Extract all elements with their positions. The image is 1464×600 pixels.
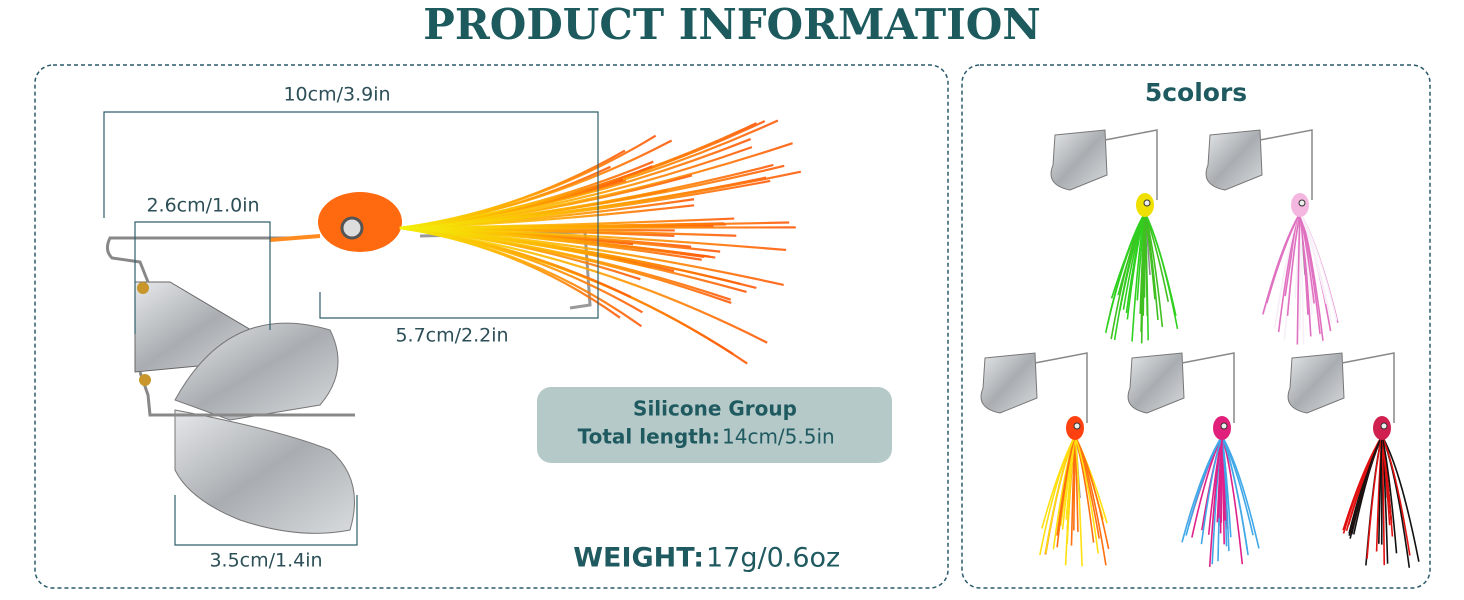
info-line: Silicone Group bbox=[633, 397, 797, 421]
mini-strand bbox=[1217, 435, 1223, 519]
mini-eye bbox=[1298, 199, 1306, 207]
mini-strand bbox=[1074, 435, 1110, 550]
mini-strand bbox=[1140, 212, 1146, 344]
mini-strand bbox=[1266, 212, 1301, 304]
mini-lure bbox=[1127, 352, 1260, 567]
mini-strand bbox=[1074, 435, 1100, 554]
mini-eye bbox=[1073, 422, 1081, 430]
dimension-label: 2.6cm/1.0in bbox=[146, 195, 259, 217]
dimension-line bbox=[174, 495, 358, 546]
mini-strand bbox=[1208, 435, 1223, 567]
mini-strand bbox=[1381, 435, 1398, 554]
eye bbox=[340, 216, 364, 240]
weight-label: WEIGHT: bbox=[573, 543, 704, 574]
colors-title: 5colors bbox=[1145, 78, 1247, 107]
line-tie bbox=[269, 234, 321, 242]
mini-lure bbox=[1287, 352, 1420, 568]
mini-strand bbox=[1144, 212, 1159, 321]
mini-eye bbox=[1380, 422, 1388, 430]
weight-value: 17g/0.6oz bbox=[706, 543, 840, 574]
skirt-strand bbox=[399, 226, 787, 252]
mini-eye bbox=[1220, 422, 1228, 430]
dimension-label: 5.7cm/2.2in bbox=[395, 325, 508, 347]
mini-strand bbox=[1349, 435, 1383, 539]
left-panel bbox=[34, 64, 949, 589]
info-label: Total length: bbox=[578, 425, 720, 449]
mini-strand bbox=[1299, 212, 1333, 324]
mini-strand bbox=[1221, 435, 1248, 549]
dimension-label: 10cm/3.9in bbox=[283, 84, 390, 106]
mini-lure bbox=[1050, 129, 1179, 344]
skirt-strand bbox=[399, 226, 784, 286]
mini-strand bbox=[1286, 212, 1301, 316]
main-lure bbox=[105, 119, 802, 534]
color-variants bbox=[980, 129, 1420, 568]
info-box bbox=[537, 387, 892, 463]
dimension-label: 3.5cm/1.4in bbox=[209, 550, 322, 572]
dimension-line bbox=[134, 221, 271, 334]
mini-blade bbox=[1127, 352, 1185, 414]
mini-strand bbox=[1381, 435, 1411, 556]
dimension-line bbox=[103, 111, 599, 319]
skirt-strand bbox=[399, 165, 611, 230]
bead bbox=[137, 282, 149, 294]
skirt-strand bbox=[399, 163, 774, 230]
mini-blade bbox=[1287, 352, 1345, 414]
mini-strand bbox=[1144, 212, 1177, 316]
mini-blade bbox=[1050, 129, 1108, 191]
mini-strand bbox=[1181, 435, 1223, 543]
skirt bbox=[399, 119, 802, 365]
mini-strand bbox=[1074, 435, 1083, 567]
mini-strand bbox=[1200, 435, 1223, 545]
mini-strand bbox=[1366, 435, 1383, 559]
skirt-strand bbox=[399, 226, 796, 230]
mini-blade bbox=[980, 352, 1038, 414]
bead bbox=[139, 374, 151, 386]
info-value: 14cm/5.5in bbox=[722, 425, 835, 449]
mini-strand bbox=[1056, 435, 1076, 548]
page-title: PRODUCT INFORMATION bbox=[423, 0, 1040, 49]
mini-eye bbox=[1143, 199, 1151, 207]
mini-strand bbox=[1296, 212, 1301, 345]
skirt-strand bbox=[399, 226, 632, 298]
right-panel bbox=[961, 64, 1431, 589]
lower-blade bbox=[174, 322, 339, 421]
mini-lure bbox=[980, 352, 1110, 567]
lower-blade-2 bbox=[174, 409, 355, 534]
mini-strand bbox=[1378, 435, 1383, 544]
mini-strand bbox=[1044, 435, 1076, 554]
mini-blade bbox=[1205, 129, 1263, 191]
mini-strand bbox=[1299, 212, 1309, 315]
mini-strand bbox=[1113, 212, 1146, 341]
mini-strand bbox=[1381, 435, 1420, 562]
mini-lure bbox=[1205, 129, 1339, 345]
